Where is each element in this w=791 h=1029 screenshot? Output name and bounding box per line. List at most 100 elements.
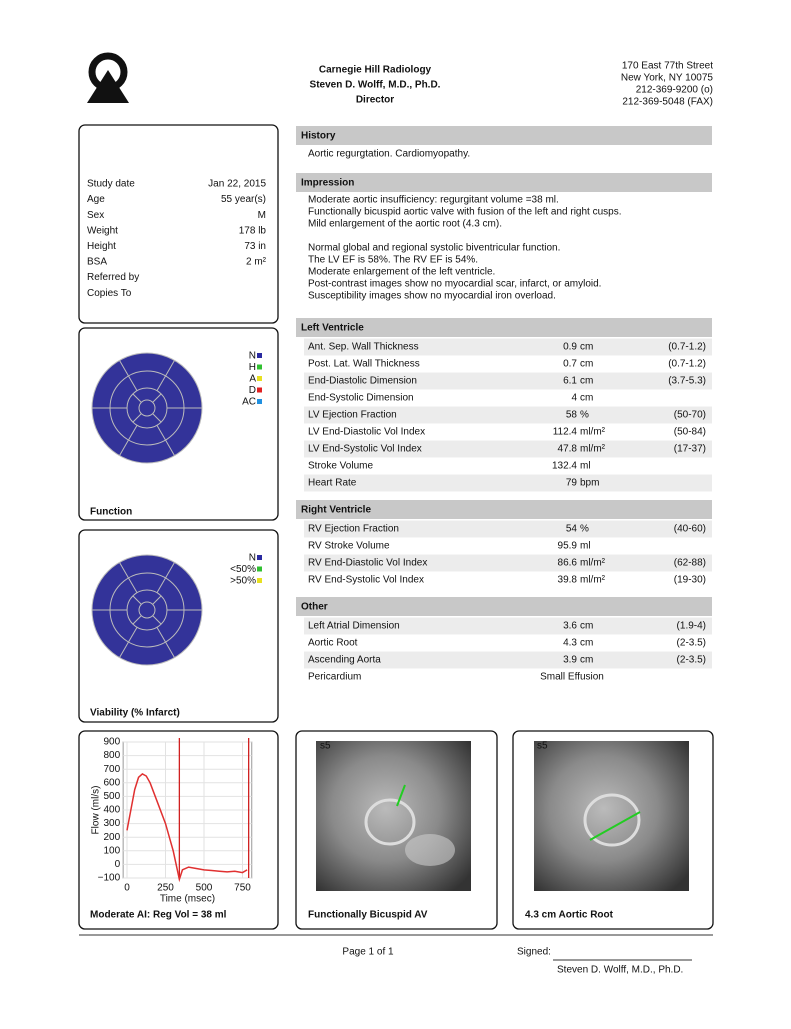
legend-label: N	[249, 351, 256, 362]
row-shade	[304, 338, 712, 356]
row-range: (3.7-5.3)	[668, 376, 706, 387]
legend-label: <50%	[230, 564, 256, 575]
legend-label: D	[249, 385, 256, 396]
impression-line: Susceptibility images show no myocardial…	[308, 291, 556, 302]
row-name: RV End-Systolic Vol Index	[308, 575, 424, 586]
row-name: Post. Lat. Wall Thickness	[308, 359, 420, 370]
row-name: Pericardium	[308, 672, 361, 683]
segment-line	[132, 595, 142, 605]
field-value: 2 m²	[246, 257, 267, 268]
row-value: 6.1	[563, 376, 577, 387]
row-unit: ml/m²	[580, 558, 606, 569]
row-value: 86.6	[558, 558, 578, 569]
row-unit: cm	[580, 638, 593, 649]
row-name: LV Ejection Fraction	[308, 410, 397, 421]
row-value: 4.3	[563, 638, 577, 649]
row-value: 58	[566, 410, 578, 421]
legend-swatch	[257, 555, 262, 560]
row-name: Left Atrial Dimension	[308, 621, 400, 632]
y-tick-label: 300	[103, 818, 120, 829]
impression-line: Functionally bicuspid aortic valve with …	[308, 207, 622, 218]
impression-line: Mild enlargement of the aortic root (4.3…	[308, 219, 502, 230]
segment-line	[156, 425, 166, 441]
row-shade	[304, 406, 712, 424]
segment-line	[156, 375, 166, 391]
segment-line	[152, 595, 162, 605]
field-value: 73 in	[244, 241, 266, 252]
history-text: Aortic regurgtation. Cardiomyopathy.	[308, 149, 470, 160]
segment-line	[128, 577, 138, 593]
row-name: RV Ejection Fraction	[308, 524, 399, 535]
segment-line	[132, 413, 142, 423]
x-tick-label: 0	[124, 883, 130, 894]
row-range: (19-30)	[674, 575, 706, 586]
row-name: Stroke Volume	[308, 461, 373, 472]
page-number: Page 1 of 1	[342, 947, 394, 958]
row-value: 3.9	[563, 655, 577, 666]
section-bar	[296, 597, 712, 616]
segment-line	[128, 375, 138, 391]
y-tick-label: 0	[115, 859, 121, 870]
row-name: Ant. Sep. Wall Thickness	[308, 342, 419, 353]
mri-images	[316, 741, 689, 891]
row-unit: ml/m²	[580, 427, 606, 438]
field-label: BSA	[87, 257, 107, 268]
signer: Steven D. Wolff, M.D., Ph.D.	[557, 965, 683, 976]
practice: Carnegie Hill Radiology	[319, 65, 432, 76]
row-unit: ml	[580, 541, 591, 552]
row-unit: cm	[580, 376, 593, 387]
address: 212-369-9200 (o)	[636, 85, 713, 96]
image-caption: Functionally Bicuspid AV	[308, 910, 428, 921]
y-tick-label: 400	[103, 805, 120, 816]
physician: Steven D. Wolff, M.D., Ph.D.	[310, 80, 441, 91]
section-bar	[296, 126, 712, 145]
y-tick-label: 100	[103, 845, 120, 856]
field-value: 178 lb	[239, 225, 267, 236]
ring	[138, 399, 156, 417]
flow-line	[126, 773, 248, 883]
segment-line	[119, 360, 129, 377]
x-axis-label: Time (msec)	[160, 894, 215, 905]
legend-swatch	[257, 578, 262, 583]
row-value: 112.4	[553, 427, 578, 438]
bullseye	[91, 554, 203, 666]
impression-line: Normal global and regional systolic bive…	[308, 243, 560, 254]
legend-swatch	[257, 353, 262, 358]
row-value: 95.9	[558, 541, 578, 552]
row-value: 132.4	[552, 461, 577, 472]
legend-swatch	[257, 399, 262, 404]
row-range: (17-37)	[674, 444, 706, 455]
row-shade	[304, 554, 712, 572]
impression-line: Moderate enlargement of the left ventric…	[308, 267, 495, 278]
field-label: Referred by	[87, 272, 139, 283]
row-range: (0.7-1.2)	[668, 342, 706, 353]
impression-line: The LV EF is 58%. The RV EF is 54%.	[308, 255, 478, 266]
row-unit: cm	[580, 359, 593, 370]
field-value: M	[258, 210, 266, 221]
y-tick-label: 700	[103, 764, 120, 775]
ring	[138, 601, 156, 619]
legend-label: A	[249, 374, 256, 385]
row-name: RV End-Diastolic Vol Index	[308, 558, 427, 569]
logo	[87, 52, 129, 103]
image-label: s5	[320, 741, 331, 752]
segment-line	[119, 641, 129, 658]
bullseye-caption: Viability (% Infarct)	[90, 708, 180, 719]
role: Director	[356, 95, 394, 106]
y-tick-label: −100	[98, 873, 121, 884]
legend-label: AC	[242, 397, 256, 408]
row-range: (2-3.5)	[677, 655, 706, 666]
y-tick-label: 200	[103, 832, 120, 843]
section-title: History	[301, 131, 336, 142]
segment-line	[132, 393, 142, 403]
field-value: Jan 22, 2015	[208, 179, 266, 190]
section-bar	[296, 500, 712, 519]
signed-label: Signed:	[517, 947, 551, 958]
segment-line	[165, 562, 175, 579]
image-label: s5	[537, 741, 548, 752]
segment-line	[128, 425, 138, 441]
boxes	[78, 124, 714, 930]
row-unit: cm	[580, 621, 593, 632]
segment-line	[119, 439, 129, 456]
impression-line: Post-contrast images show no myocardial …	[308, 279, 601, 290]
